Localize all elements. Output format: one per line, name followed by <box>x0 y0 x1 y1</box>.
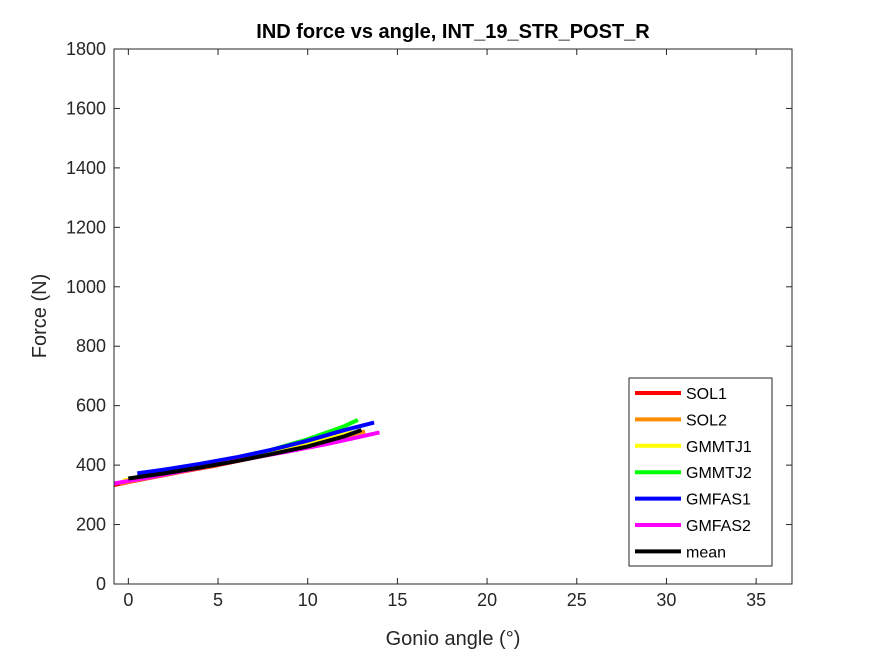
y-tick-label: 0 <box>96 574 106 594</box>
legend-label-gmmtj1: GMMTJ1 <box>686 439 752 456</box>
x-tick-label: 15 <box>387 590 407 610</box>
series-layer <box>113 418 380 487</box>
axes-box <box>113 48 793 585</box>
y-tick-label: 1800 <box>66 39 106 59</box>
legend: SOL1 SOL2 GMMTJ1 GMMTJ2 GMFAS1 GMFAS2 mean <box>628 377 773 567</box>
legend-label-mean: mean <box>686 544 726 561</box>
x-tick-label: 30 <box>656 590 676 610</box>
y-axis-label: Force (N) <box>29 274 51 358</box>
x-tick-label: 0 <box>123 590 133 610</box>
y-tick-label: 1400 <box>66 158 106 178</box>
x-tick-label: 10 <box>298 590 318 610</box>
legend-label-sol1: SOL1 <box>686 386 727 403</box>
y-tick-label: 400 <box>76 455 106 475</box>
x-axis-label: Gonio angle (°) <box>386 628 521 650</box>
y-tick-label: 1600 <box>66 98 106 118</box>
series-line-gmfas1 <box>137 420 375 476</box>
y-tick-label: 600 <box>76 396 106 416</box>
x-tick-label: 35 <box>746 590 766 610</box>
legend-label-gmmtj2: GMMTJ2 <box>686 465 752 482</box>
y-tick-label: 1000 <box>66 277 106 297</box>
series-line-mean <box>128 428 363 481</box>
legend-label-sol2: SOL2 <box>686 412 727 429</box>
y-tick-label: 200 <box>76 515 106 535</box>
legend-label-gmfas2: GMFAS2 <box>686 518 751 535</box>
y-tick-label: 800 <box>76 336 106 356</box>
y-tick-label: 1200 <box>66 217 106 237</box>
chart-title: IND force vs angle, INT_19_STR_POST_R <box>256 21 650 43</box>
legend-label-gmfas1: GMFAS1 <box>686 492 751 509</box>
x-tick-label: 5 <box>213 590 223 610</box>
x-tick-label: 20 <box>477 590 497 610</box>
ticks-layer: 0 5 10 15 20 25 30 35 0 200 400 600 800 1000 1200 1400 1… <box>66 39 792 610</box>
x-tick-label: 25 <box>567 590 587 610</box>
